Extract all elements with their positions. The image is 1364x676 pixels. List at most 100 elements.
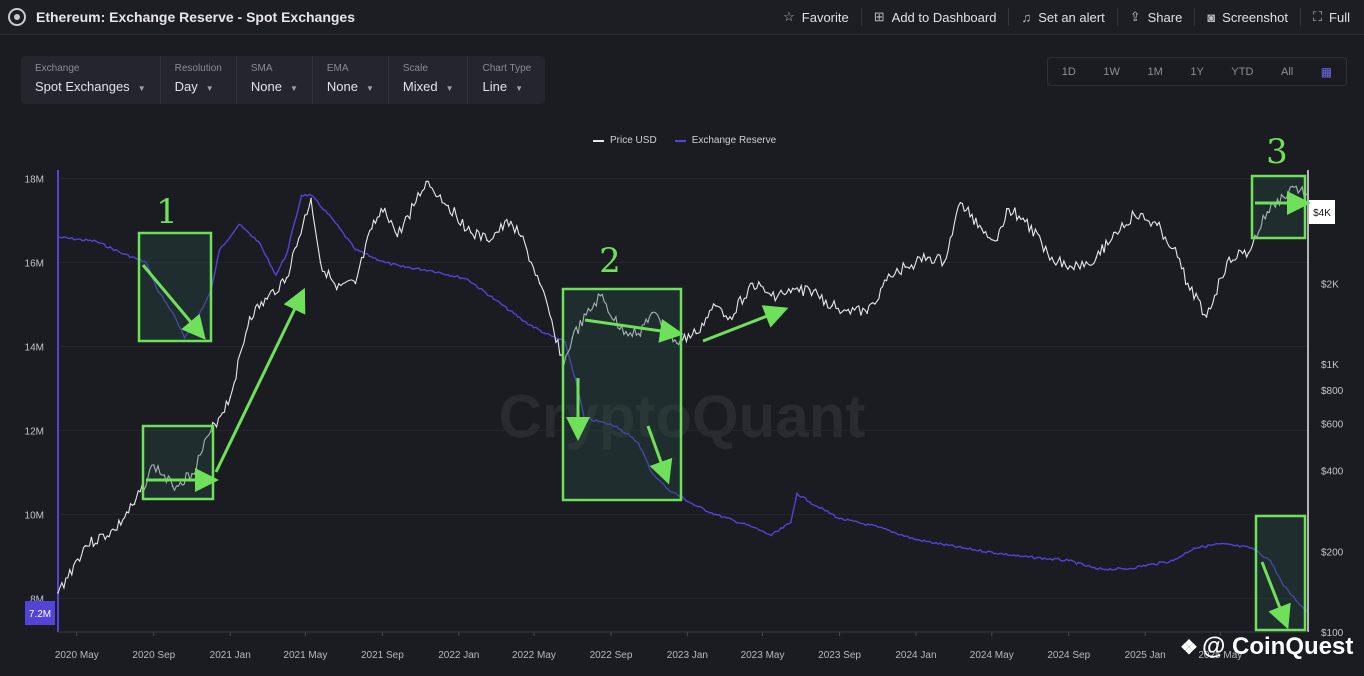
reserve-point [961,547,964,549]
price-point [695,332,697,335]
price-point [1114,231,1117,234]
price-point [520,235,522,238]
price-point [370,227,373,230]
reserve-point [667,488,669,491]
annotation-box [137,231,213,343]
reserve-point [257,240,260,243]
reserve-point [218,249,221,251]
price-point [171,485,174,488]
current-reserve-label: 7.2M [29,609,51,620]
annotation-arrow [646,425,673,485]
price-point [618,328,621,330]
price-point [1071,266,1073,268]
series-line-exchange-reserve [57,193,1307,612]
range-1d-button[interactable]: 1D [1061,65,1076,78]
screenshot-button[interactable]: ◙ Screenshot [1195,8,1301,26]
price-point [335,288,338,291]
range-1w-button[interactable]: 1W [1103,65,1120,78]
x-tick-label: 2025 Jan [1125,650,1166,661]
legend-exchange-reserve[interactable]: Exchange Reserve [674,135,776,146]
reserve-point [332,219,335,222]
reserve-point [300,194,303,196]
x-tick-label: 2020 May [55,650,99,661]
calendar-icon[interactable]: ▦ [1320,64,1333,79]
header-actions: ☆ Favorite ⊞ Add to Dashboard ♫ Set an aler… [771,8,1354,26]
price-point [1186,282,1189,285]
bell-icon: ♫ [1021,9,1032,25]
range-1y-button[interactable]: 1Y [1190,65,1204,78]
current-reserve-badge [25,601,55,625]
sma-select[interactable]: SMA None ▼ [237,56,313,104]
price-point [1266,211,1269,213]
y-left-tick-label: 10M [25,510,44,521]
reserve-point [95,240,98,243]
annotation-number: 2 [599,241,621,281]
page-title: Ethereum: Exchange Reserve - Spot Exchan… [36,9,355,25]
reserve-point [400,265,402,268]
x-tick-label: 2024 Sep [1047,650,1090,661]
y-left-tick-label: 12M [25,426,44,437]
price-point [447,204,449,207]
reserve-point [238,223,240,226]
range-1m-button[interactable]: 1M [1147,65,1163,78]
chart-type-select[interactable]: Chart Type Line ▼ [482,63,532,94]
annotation-arrow [214,287,306,473]
price-point [789,291,792,294]
star-icon: ☆ [783,9,795,24]
y-right-tick-label: $400 [1321,467,1344,478]
reserve-point [523,320,525,323]
fullscreen-button[interactable]: ⛶ Full [1312,9,1350,25]
ethereum-logo-icon [8,8,26,26]
annotation-box [1250,174,1307,240]
coinquest-credit: ❖ @ CoinQuest [1180,633,1354,660]
reserve-point [275,274,277,276]
reserve-point [615,425,618,428]
y-left-tick-label: 16M [25,258,44,269]
scale-select[interactable]: Scale Mixed ▼ [389,56,469,104]
y-left-tick-label: 8M [30,594,44,605]
reserve-point [564,341,567,344]
price-point [84,544,87,547]
ema-select[interactable]: EMA None ▼ [313,56,389,104]
range-ytd-button[interactable]: YTD [1231,65,1254,78]
price-point [229,396,232,399]
price-point [384,207,386,210]
reserve-point [1193,547,1195,549]
price-point [943,261,945,263]
price-point [248,316,251,318]
price-point [285,276,288,279]
exchange-select[interactable]: Exchange Spot Exchanges ▼ [21,56,161,104]
price-point [396,235,399,238]
chevron-down-icon: ▼ [365,84,374,93]
legend-price[interactable]: Price USD [593,135,657,146]
price-point [1022,217,1024,220]
price-point [469,231,472,234]
set-alert-button[interactable]: ♫ Set an alert [1009,8,1118,26]
price-point [1291,185,1294,188]
price-point [959,201,962,204]
annotation-arrow [141,264,206,340]
time-range-selector: 1D 1W 1M 1Y YTD All ▦ [1047,57,1347,86]
favorite-button[interactable]: ☆ Favorite [771,8,862,26]
reserve-point [789,522,792,524]
price-point [1095,256,1098,259]
price-point [770,294,773,297]
chart-legend: Price USD Exchange Reserve [593,135,794,146]
camera-icon: ◙ [1207,9,1216,25]
y-right-tick-label: $600 [1321,420,1344,431]
reserve-point [310,194,312,196]
price-point [1156,224,1158,226]
price-point [847,308,850,311]
x-tick-label: 2025 May [1198,650,1242,661]
reserve-point [1269,559,1272,562]
reserve-point [1219,543,1222,545]
y-right-tick-label: $2K [1321,279,1339,290]
resolution-select[interactable]: Resolution Day ▼ [161,56,237,104]
add-to-dashboard-button[interactable]: ⊞ Add to Dashboard [862,8,1010,26]
reserve-point [354,249,357,251]
reserve-point [384,261,386,264]
range-all-button[interactable]: All [1280,65,1294,78]
share-button[interactable]: ⇪ Share [1118,8,1196,26]
x-tick-label: 2024 May [970,650,1014,661]
chevron-down-icon: ▼ [205,84,214,93]
